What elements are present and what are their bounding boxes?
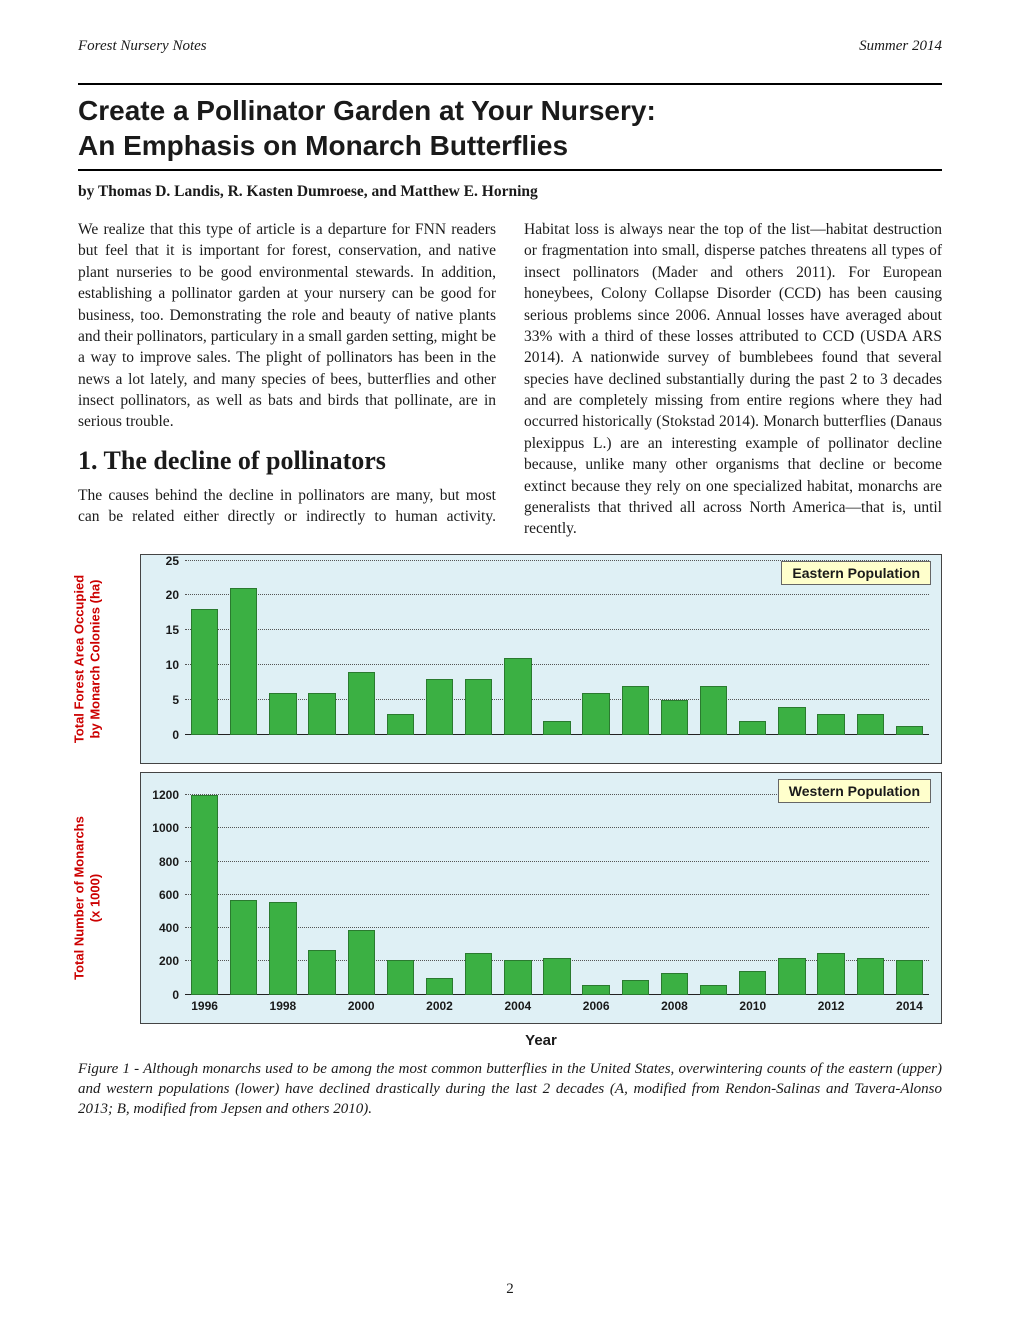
bar <box>622 980 649 995</box>
y-tick: 800 <box>145 855 179 869</box>
bar <box>426 978 453 995</box>
y-tick: 15 <box>145 623 179 637</box>
y-tick: 200 <box>145 954 179 968</box>
legend-eastern: Eastern Population <box>781 561 931 585</box>
chart-western: Total Number of Monarchs(x 1000) Western… <box>140 772 942 1024</box>
header-right: Summer 2014 <box>859 38 942 55</box>
x-tick: 2006 <box>583 999 610 1013</box>
bar <box>426 679 453 735</box>
gridline <box>185 894 929 895</box>
bar <box>778 707 805 735</box>
figure-1: Total Forest Area Occupiedby Monarch Col… <box>78 554 942 1120</box>
y-tick: 600 <box>145 888 179 902</box>
bar <box>817 953 844 995</box>
x-tick: 1998 <box>270 999 297 1013</box>
y-tick: 25 <box>145 554 179 568</box>
bar <box>230 900 257 995</box>
bar <box>857 714 884 734</box>
x-tick: 2012 <box>818 999 845 1013</box>
bar <box>543 721 570 735</box>
gridline <box>185 827 929 828</box>
x-tick: 2002 <box>426 999 453 1013</box>
bar <box>465 953 492 995</box>
bar <box>348 672 375 735</box>
bar <box>269 902 296 995</box>
bar <box>857 958 884 995</box>
y-axis-label-upper: Total Forest Area Occupiedby Monarch Col… <box>71 574 102 742</box>
bar <box>700 985 727 995</box>
bar <box>739 971 766 994</box>
figure-caption: Figure 1 - Although monarchs used to be … <box>78 1059 942 1120</box>
page-number: 2 <box>506 1281 514 1298</box>
bar <box>582 693 609 735</box>
gridline <box>185 629 929 630</box>
bar <box>739 721 766 734</box>
title-rule-bottom <box>78 169 942 171</box>
bar <box>661 973 688 995</box>
x-tick: 1996 <box>191 999 218 1013</box>
y-tick: 5 <box>145 693 179 707</box>
bar <box>504 658 531 735</box>
y-tick: 0 <box>145 988 179 1002</box>
legend-western: Western Population <box>778 779 931 803</box>
x-tick: 2004 <box>504 999 531 1013</box>
bar <box>504 960 531 995</box>
y-tick: 0 <box>145 728 179 742</box>
gridline <box>185 861 929 862</box>
intro-paragraph: We realize that this type of article is … <box>78 219 496 433</box>
gridline <box>185 664 929 665</box>
title-line-1: Create a Pollinator Garden at Your Nurse… <box>78 95 656 126</box>
y-tick: 1200 <box>145 788 179 802</box>
header-left: Forest Nursery Notes <box>78 38 207 55</box>
title-line-2: An Emphasis on Monarch Butterflies <box>78 130 568 161</box>
article-title: Create a Pollinator Garden at Your Nurse… <box>78 93 942 163</box>
bar <box>817 714 844 735</box>
y-tick: 400 <box>145 921 179 935</box>
bar <box>582 985 609 995</box>
plot-area-lower: 0200400600800100012001996199820002002200… <box>185 779 929 995</box>
byline: by Thomas D. Landis, R. Kasten Dumroese,… <box>78 183 942 201</box>
y-axis-label-lower: Total Number of Monarchs(x 1000) <box>71 816 102 980</box>
plot-area-upper: 0510152025 <box>185 561 929 735</box>
x-tick: 2010 <box>739 999 766 1013</box>
bar <box>778 958 805 995</box>
bar <box>230 588 257 734</box>
section-heading: 1. The decline of pollinators <box>78 443 496 479</box>
gridline <box>185 927 929 928</box>
bar <box>465 679 492 735</box>
y-tick: 1000 <box>145 821 179 835</box>
running-header: Forest Nursery Notes Summer 2014 <box>78 38 942 55</box>
title-rule-top <box>78 83 942 85</box>
bar <box>387 960 414 995</box>
x-axis-label: Year <box>140 1032 942 1049</box>
chart-eastern: Total Forest Area Occupiedby Monarch Col… <box>140 554 942 764</box>
gridline <box>185 699 929 700</box>
y-tick: 10 <box>145 658 179 672</box>
bar <box>308 950 335 995</box>
bar <box>387 714 414 735</box>
bar <box>308 693 335 735</box>
bar <box>543 958 570 995</box>
bar <box>896 726 923 734</box>
bar <box>191 609 218 734</box>
body-columns: We realize that this type of article is … <box>78 219 942 540</box>
x-tick: 2000 <box>348 999 375 1013</box>
bar <box>700 686 727 735</box>
bar <box>269 693 296 735</box>
y-tick: 20 <box>145 588 179 602</box>
bar <box>348 930 375 995</box>
bar <box>191 795 218 994</box>
bar <box>661 700 688 735</box>
bar <box>896 960 923 995</box>
x-tick: 2014 <box>896 999 923 1013</box>
x-tick: 2008 <box>661 999 688 1013</box>
gridline <box>185 594 929 595</box>
bar <box>622 686 649 735</box>
